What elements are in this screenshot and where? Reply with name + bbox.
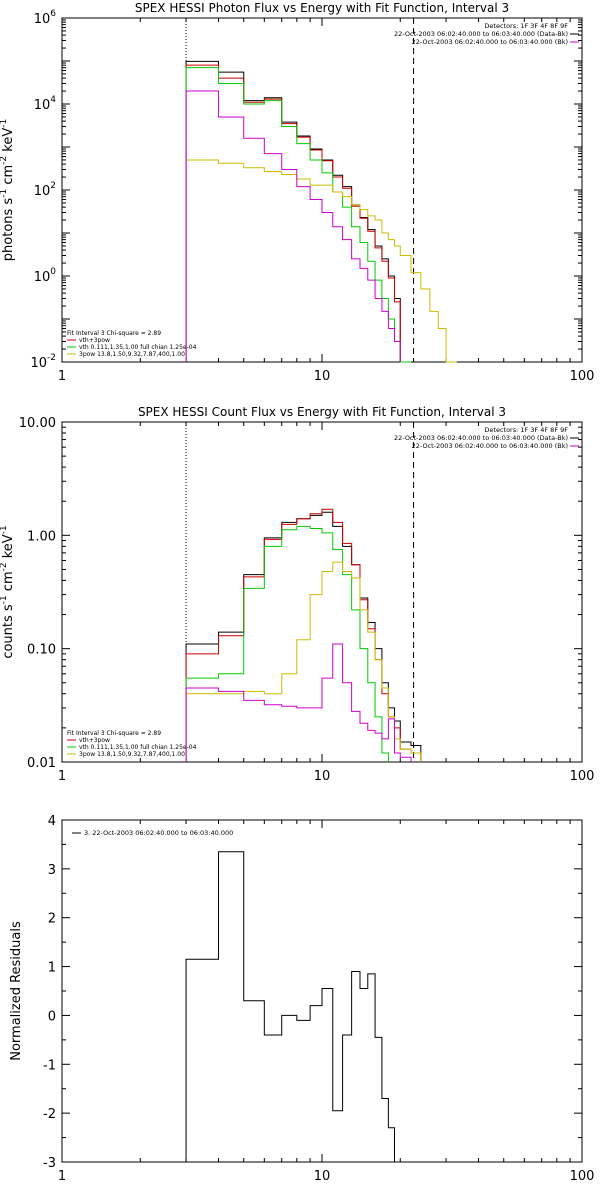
y-tick-base: -1 — [43, 1058, 56, 1073]
y-label-text: counts s — [1, 604, 16, 659]
y-axis-label: Normalized Residuals — [9, 921, 24, 1061]
x-tick-label: 10 — [314, 369, 331, 384]
y-tick-label: 100 — [34, 267, 57, 285]
series-vth — [185, 525, 389, 762]
header-line: 22-Oct-2003 06:02:40.000 to 06:03:40.000… — [394, 434, 568, 442]
y-label-exp: -2 — [0, 562, 9, 571]
y-tick-base: 10 — [34, 98, 51, 113]
y-tick-base: 3 — [48, 863, 56, 878]
y-label-text: cm — [1, 165, 16, 189]
y-tick-label: 0.10 — [27, 643, 56, 658]
y-tick-label: 0.01 — [27, 756, 56, 771]
y-tick-label: 104 — [34, 95, 57, 113]
x-tick-label: 1 — [58, 1169, 66, 1184]
series-data-bk — [185, 511, 422, 762]
x-tick-label: 1 — [58, 769, 66, 784]
y-tick-base: 10 — [34, 12, 51, 27]
header-line: 22-Oct-2003 06:02:40.000 to 06:03:40.000… — [412, 442, 568, 450]
fit-legend-text: 3pow 13.8,1.50,9.32,7.87,400,1.00 — [79, 351, 185, 358]
series-3pow — [185, 561, 422, 762]
y-tick-label: 10-2 — [30, 353, 56, 371]
x-tick-label: 1 — [58, 369, 66, 384]
header-line: Detectors: 1F 3F 4F 8F 9F — [484, 22, 568, 30]
x-tick-label: 100 — [570, 769, 595, 784]
y-tick-exp: -2 — [47, 353, 56, 363]
y-label-exp: -1 — [0, 595, 9, 604]
series-3pow — [185, 159, 457, 363]
y-tick-label: 4 — [48, 814, 56, 829]
y-tick-base: -2 — [43, 1107, 56, 1122]
y-tick-base: 1 — [48, 961, 56, 976]
y-label-exp: -1 — [0, 189, 9, 198]
series-vth-3pow — [185, 64, 401, 362]
y-tick-label: -2 — [43, 1107, 56, 1122]
y-label-text: keV — [1, 534, 16, 562]
y-tick-label: 3 — [48, 863, 56, 878]
y-tick-label: -3 — [43, 1156, 56, 1171]
y-label-exp: -1 — [0, 119, 9, 128]
y-tick-label: 10.00 — [19, 416, 56, 431]
series-bk — [185, 643, 412, 762]
y-tick-base: 1.00 — [27, 529, 56, 544]
y-tick-base: 10 — [34, 270, 51, 285]
y-label-text: keV — [1, 128, 16, 156]
chart-title: SPEX HESSI Count Flux vs Energy with Fit… — [138, 405, 506, 419]
y-label-text: cm — [1, 571, 16, 595]
y-tick-base: -3 — [43, 1156, 56, 1171]
y-tick-base: 0.10 — [27, 643, 56, 658]
y-tick-exp: 4 — [50, 95, 56, 105]
y-tick-exp: 2 — [50, 181, 56, 191]
x-tick-label: 10 — [314, 769, 331, 784]
fit-legend-text: vth 0.111,1.35,1.00 full chian 1.25e-04 — [79, 344, 197, 351]
y-tick-base: 2 — [48, 912, 56, 927]
y-tick-base: 4 — [48, 814, 56, 829]
series-3-22-oct-2003-06-02-40-000-to-06-03-40-000 — [185, 851, 421, 1163]
series-vth-3pow — [185, 508, 422, 762]
x-tick-label: 10 — [314, 1169, 331, 1184]
y-tick-label: 102 — [34, 181, 56, 199]
fit-legend-text: vth+3pow — [79, 337, 110, 344]
series-bk — [185, 90, 401, 362]
chart-title: SPEX HESSI Photon Flux vs Energy with Fi… — [135, 1, 509, 15]
y-tick-label: 106 — [34, 9, 57, 27]
panel-photon: SPEX HESSI Photon Flux vs Energy with Fi… — [0, 1, 594, 384]
y-tick-base: 10 — [34, 184, 51, 199]
x-tick-label: 100 — [570, 1169, 595, 1184]
series-data-bk — [185, 60, 401, 362]
y-tick-label: 0 — [48, 1009, 56, 1024]
y-tick-label: -1 — [43, 1058, 56, 1073]
fit-legend-text: vth+3pow — [79, 737, 110, 744]
y-label-text: photons s — [1, 198, 16, 262]
series-vth — [185, 67, 412, 363]
y-tick-base: 10.00 — [19, 416, 56, 431]
y-axis-label: photons s-1 cm-2 keV-1 — [0, 119, 16, 261]
fit-legend-text: Fit Interval 3 Chi-square = 2.89 — [67, 730, 161, 737]
fit-legend-text: vth 0.111,1.35,1.00 full chian 1.25e-04 — [79, 744, 197, 751]
y-tick-base: 10 — [30, 356, 47, 371]
x-tick-label: 100 — [570, 369, 595, 384]
header-line: 22-Oct-2003 06:02:40.000 to 06:03:40.000… — [394, 30, 568, 38]
fit-legend-text: Fit Interval 3 Chi-square = 2.89 — [67, 330, 161, 337]
y-tick-base: 0.01 — [27, 756, 56, 771]
fit-legend-text: 3pow 13.8,1.50,9.32,7.87,400,1.00 — [79, 751, 185, 758]
y-label-exp: -2 — [0, 156, 9, 165]
panel-resid: 1 10 100 -3 -2 -1 0 1 2 3 4 Normalized Residuals 3. … — [9, 814, 594, 1184]
y-axis-label: counts s-1 cm-2 keV-1 — [0, 525, 16, 658]
header-line: Detectors: 1F 3F 4F 8F 9F — [484, 426, 568, 434]
y-label-exp: -1 — [0, 525, 9, 534]
y-tick-label: 1 — [48, 961, 56, 976]
y-tick-label: 1.00 — [27, 529, 56, 544]
residual-legend-text: 3. 22-Oct-2003 06:02:40.000 to 06:03:40.… — [84, 829, 233, 837]
plot-frame — [61, 17, 583, 363]
y-tick-exp: 6 — [50, 9, 56, 19]
y-tick-label: 2 — [48, 912, 56, 927]
y-tick-exp: 0 — [50, 267, 56, 277]
panel-count: SPEX HESSI Count Flux vs Energy with Fit… — [0, 405, 594, 784]
y-label-text: Normalized Residuals — [9, 921, 24, 1061]
header-line: 22-Oct-2003 06:02:40.000 to 06:03:40.000… — [412, 38, 568, 46]
y-tick-base: 0 — [48, 1009, 56, 1024]
